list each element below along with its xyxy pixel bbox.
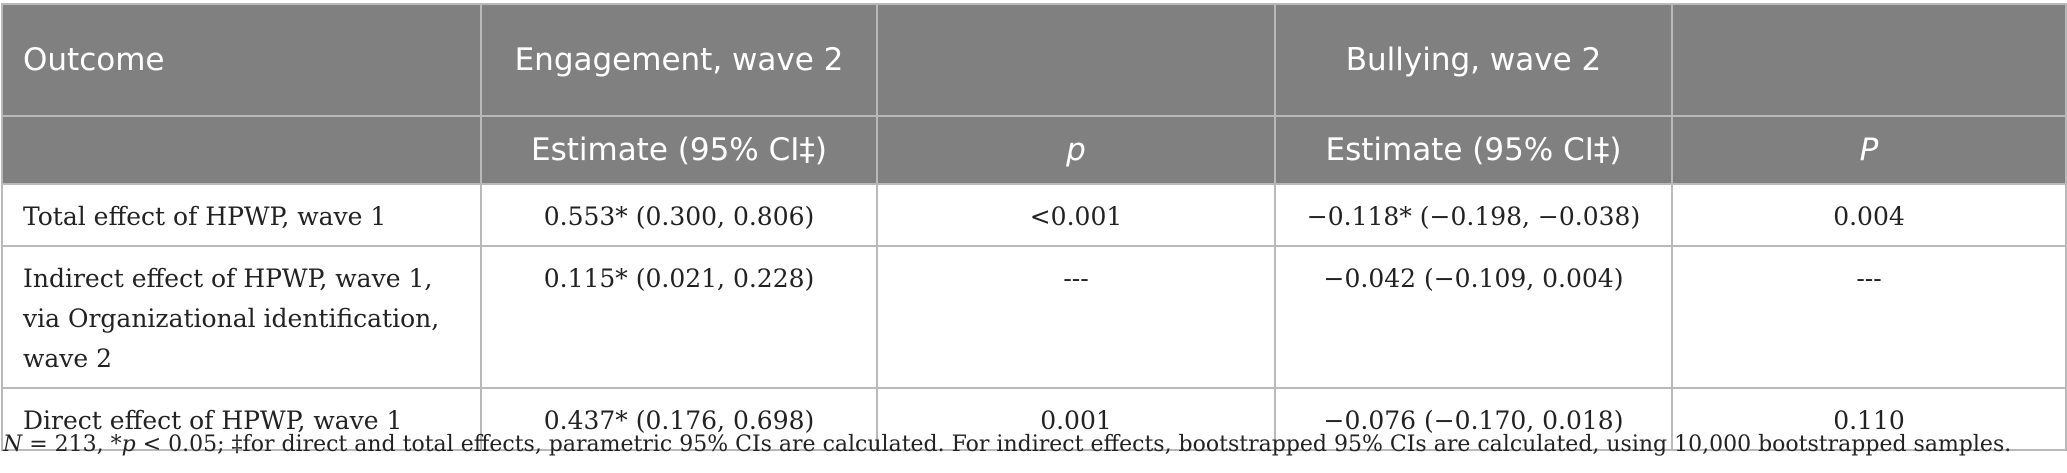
header-engagement: Engagement, wave 2 [480, 3, 878, 117]
footnote-n-value: = 213, * [22, 432, 122, 457]
subheader-estimate-engagement: Estimate (95% CI‡) [480, 115, 878, 185]
cell-bullying-estimate: −0.118* (−0.198, −0.038) [1274, 183, 1673, 247]
cell-bullying-estimate: −0.042 (−0.109, 0.004) [1274, 245, 1673, 389]
header-row-2: Estimate (95% CI‡) p Estimate (95% CI‡) … [1, 115, 2067, 185]
subheader-estimate-bullying: Estimate (95% CI‡) [1274, 115, 1673, 185]
subheader-p-bullying: P [1671, 115, 2067, 185]
header-empty-2 [1671, 3, 2067, 117]
header-outcome: Outcome [1, 3, 482, 117]
cell-engagement-p: --- [876, 245, 1276, 389]
subheader-p-engagement: p [876, 115, 1276, 185]
footnote-p-label: p [121, 432, 136, 457]
results-table: Outcome Engagement, wave 2 Bullying, wav… [1, 3, 2067, 451]
results-table-container: Outcome Engagement, wave 2 Bullying, wav… [1, 3, 2067, 451]
cell-bullying-p: 0.110 [1671, 387, 2067, 451]
footnote-n-label: N [3, 432, 23, 457]
cell-bullying-estimate: −0.076 (−0.170, 0.018) [1274, 387, 1673, 451]
cell-engagement-estimate: 0.115* (0.021, 0.228) [480, 245, 878, 389]
cell-bullying-p: --- [1671, 245, 2067, 389]
table-footnote: N = 213, *p < 0.05; ‡for direct and tota… [3, 432, 2011, 457]
cell-outcome: Direct effect of HPWP, wave 1 [1, 387, 482, 451]
cell-bullying-p: 0.004 [1671, 183, 2067, 247]
header-row-1: Outcome Engagement, wave 2 Bullying, wav… [1, 3, 2067, 117]
cell-engagement-p: <0.001 [876, 183, 1276, 247]
cell-engagement-estimate: 0.553* (0.300, 0.806) [480, 183, 878, 247]
footnote-rest: < 0.05; ‡for direct and total effects, p… [135, 432, 2012, 457]
cell-engagement-p: 0.001 [876, 387, 1276, 451]
header-empty-1 [876, 3, 1276, 117]
table-row: Total effect of HPWP, wave 1 0.553* (0.3… [1, 183, 2067, 247]
subheader-empty [1, 115, 482, 185]
table-row: Indirect effect of HPWP, wave 1, via Org… [1, 245, 2067, 389]
cell-outcome: Total effect of HPWP, wave 1 [1, 183, 482, 247]
cell-outcome: Indirect effect of HPWP, wave 1, via Org… [1, 245, 482, 389]
cell-engagement-estimate: 0.437* (0.176, 0.698) [480, 387, 878, 451]
header-bullying: Bullying, wave 2 [1274, 3, 1673, 117]
table-row: Direct effect of HPWP, wave 1 0.437* (0.… [1, 387, 2067, 451]
